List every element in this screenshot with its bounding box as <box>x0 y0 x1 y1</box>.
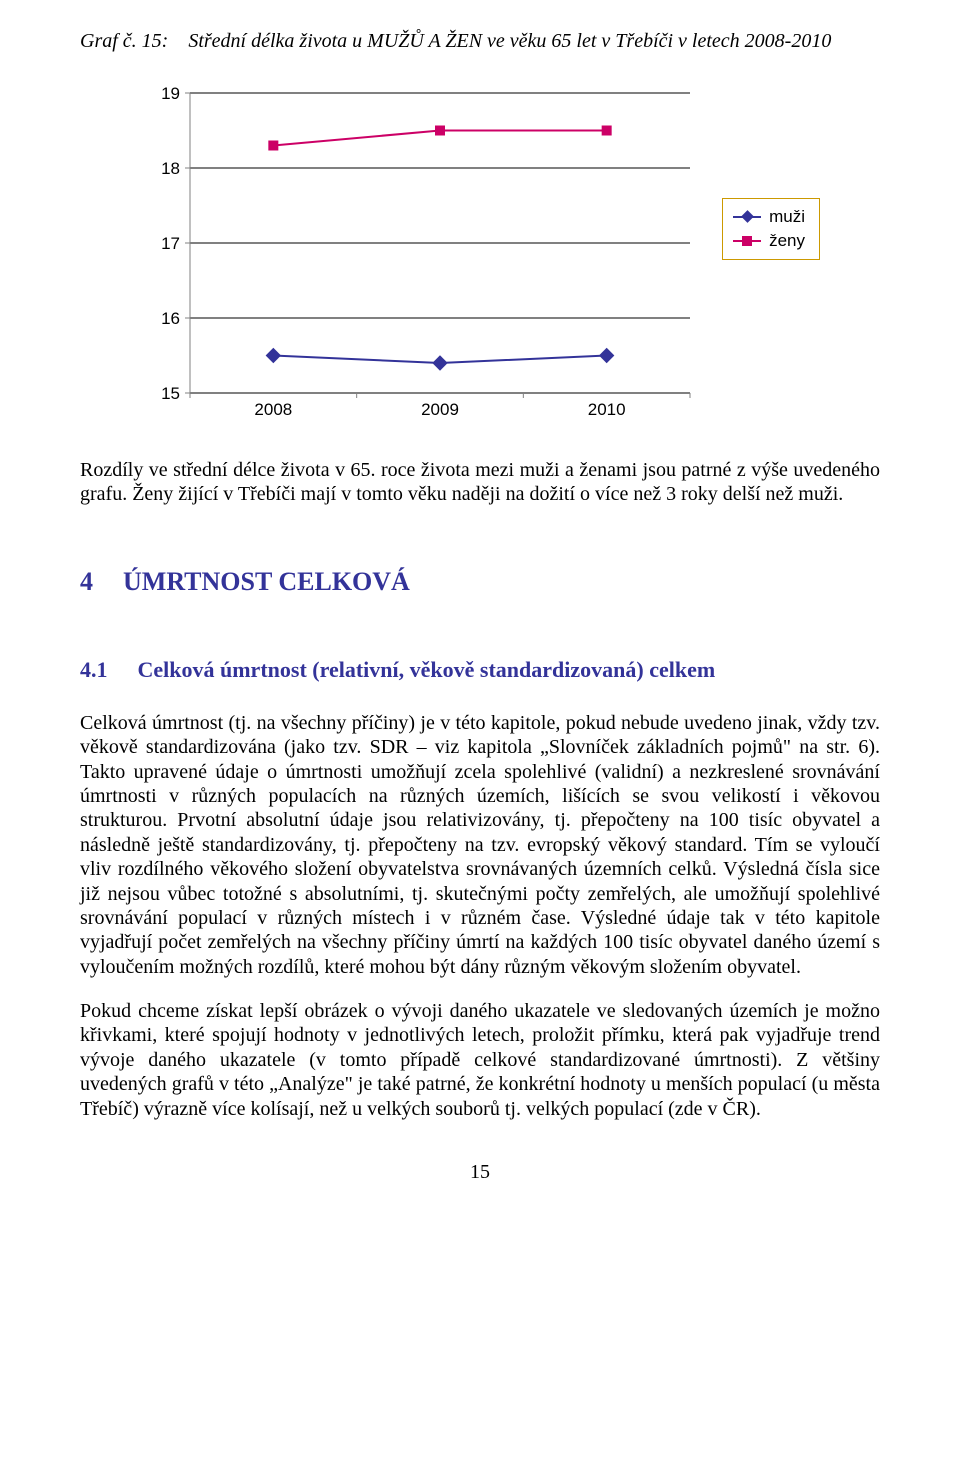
line-chart-svg: 15 16 17 18 19 2008 2009 2010 <box>140 83 700 423</box>
figure-caption: Graf č. 15: Střední délka života u MUŽŮ … <box>80 30 880 53</box>
svg-text:16: 16 <box>161 309 180 328</box>
svg-text:15: 15 <box>161 384 180 403</box>
legend-item: ženy <box>733 229 805 253</box>
svg-text:2008: 2008 <box>254 400 292 419</box>
section-heading-text: ÚMRTNOST CELKOVÁ <box>123 567 410 597</box>
figure-caption-label: Graf č. 15: <box>80 30 168 53</box>
legend-swatch <box>733 211 761 223</box>
figure-caption-title: Střední délka života u MUŽŮ A ŽEN ve věk… <box>188 30 831 53</box>
chart-legend: muži ženy <box>722 198 820 260</box>
svg-text:19: 19 <box>161 84 180 103</box>
paragraph-2: Celková úmrtnost (tj. na všechny příčiny… <box>80 711 880 979</box>
legend-label: muži <box>769 207 805 227</box>
svg-text:18: 18 <box>161 159 180 178</box>
section-heading-number: 4 <box>80 567 93 597</box>
page-number: 15 <box>80 1161 880 1184</box>
subsection-heading-number: 4.1 <box>80 657 108 683</box>
document-page: Graf č. 15: Střední délka života u MUŽŮ … <box>0 0 960 1224</box>
body-content: Rozdíly ve střední délce života v 65. ro… <box>80 458 880 1121</box>
legend-label: ženy <box>769 231 805 251</box>
chart-container: 15 16 17 18 19 2008 2009 2010 muži ženy <box>140 83 820 428</box>
subsection-heading-text: Celková úmrtnost (relativní, věkově stan… <box>138 657 716 683</box>
svg-text:17: 17 <box>161 234 180 253</box>
paragraph-1: Rozdíly ve střední délce života v 65. ro… <box>80 458 880 507</box>
legend-item: muži <box>733 205 805 229</box>
legend-swatch <box>733 235 761 247</box>
chart-plot-area: 15 16 17 18 19 2008 2009 2010 <box>140 83 712 428</box>
section-heading-4: 4 ÚMRTNOST CELKOVÁ <box>80 567 880 597</box>
subsection-heading-4-1: 4.1 Celková úmrtnost (relativní, věkově … <box>80 657 880 683</box>
paragraph-3: Pokud chceme získat lepší obrázek o vývo… <box>80 999 880 1121</box>
svg-text:2009: 2009 <box>421 400 459 419</box>
svg-text:2010: 2010 <box>588 400 626 419</box>
